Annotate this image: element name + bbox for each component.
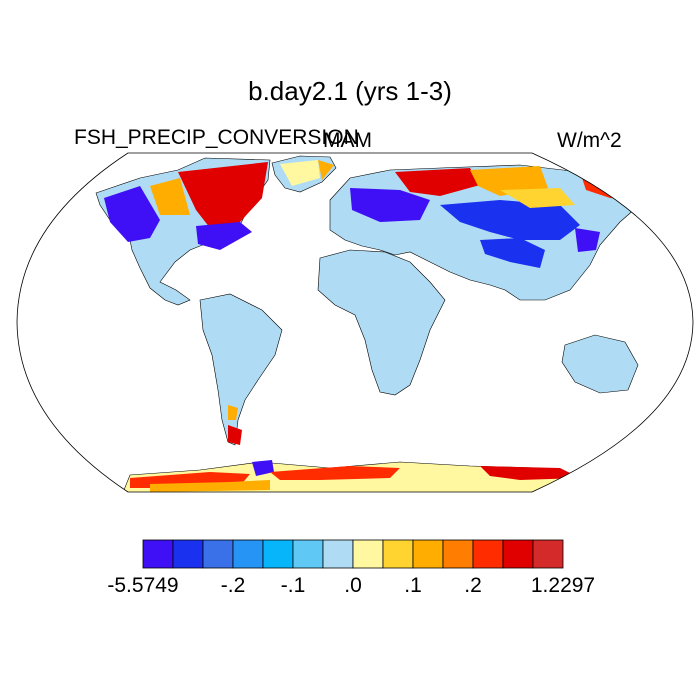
- patch-antarctic-east-red: [480, 466, 580, 480]
- colorbar-swatch-7: [352, 539, 384, 569]
- colorbar-swatch-0: [142, 539, 174, 569]
- patch-antarctic-orange: [150, 480, 270, 492]
- colorbar-swatch-1: [172, 539, 204, 569]
- colorbar-tick-label: .2: [464, 574, 482, 597]
- patch-patagonia-orange: [228, 405, 238, 420]
- australia: [561, 334, 639, 394]
- patch-canada-blue: [104, 186, 160, 242]
- units-label: W/m^2: [557, 129, 622, 152]
- colorbar-swatch-3: [232, 539, 264, 569]
- colorbar-swatch-6: [322, 539, 354, 569]
- colorbar-swatch-11: [472, 539, 504, 569]
- colorbar-tick-label: -.2: [220, 574, 246, 597]
- page-title: b.day2.1 (yrs 1-3): [248, 76, 452, 106]
- colorbar-swatch-12: [502, 539, 534, 569]
- patch-central-asia-blue: [440, 200, 580, 240]
- patch-antarctic-red-2: [270, 466, 400, 480]
- patch-patagonia-red: [228, 425, 242, 445]
- colorbar-swatch-9: [412, 539, 444, 569]
- colorbar-swatch-13: [532, 539, 564, 569]
- patch-asia-orange: [500, 188, 575, 208]
- patch-antarctic-blue: [252, 460, 274, 476]
- colorbar-swatch-4: [262, 539, 294, 569]
- patch-canada-red: [178, 162, 268, 228]
- patch-greenland-orange: [318, 160, 334, 180]
- colorbar-tick-label: .0: [344, 574, 362, 597]
- colorbar-swatch-5: [292, 539, 324, 569]
- colorbar-tick-label: 1.2297: [530, 574, 596, 597]
- variable-label: FSH_PRECIP_CONVERSION: [74, 126, 359, 149]
- patch-east-asia-blue: [575, 228, 600, 252]
- africa: [317, 249, 446, 396]
- colorbar-tick-label: -.1: [280, 574, 306, 597]
- season-label: MAM: [323, 129, 372, 152]
- patch-siberia-red: [395, 168, 480, 196]
- colorbar-swatch-2: [202, 539, 234, 569]
- south-america: [199, 293, 283, 446]
- patch-canada-orange: [150, 178, 190, 215]
- patch-siberia-orange: [470, 166, 548, 196]
- patch-canada-east-blue: [196, 222, 252, 250]
- patch-eurasia-blue: [350, 188, 430, 222]
- patch-tibet-blue: [480, 238, 545, 268]
- colorbar: [142, 539, 564, 569]
- colorbar-swatch-10: [442, 539, 474, 569]
- patch-greenland-yellow: [280, 160, 320, 186]
- colorbar-tick-label: .1: [404, 574, 422, 597]
- colorbar-swatch-8: [382, 539, 414, 569]
- colorbar-tick-label: -5.5749: [107, 574, 179, 597]
- map-outline: [16, 152, 694, 493]
